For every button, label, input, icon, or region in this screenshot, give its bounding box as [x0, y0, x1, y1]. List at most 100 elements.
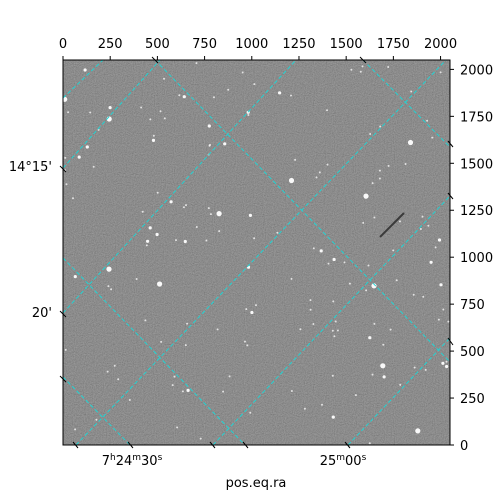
star — [410, 90, 413, 93]
dec-tick-2 — [59, 310, 67, 318]
star — [312, 247, 315, 250]
star — [213, 96, 215, 99]
star — [186, 388, 190, 392]
star — [318, 171, 321, 174]
star — [218, 230, 221, 233]
star — [389, 328, 392, 331]
star — [183, 239, 187, 244]
star — [439, 71, 442, 74]
star — [72, 197, 74, 200]
star — [367, 264, 370, 267]
star — [245, 308, 248, 311]
star — [437, 318, 440, 321]
dec-label-2: 20' — [32, 306, 52, 321]
star — [326, 109, 328, 112]
star — [181, 390, 184, 393]
ra-tick-1 — [72, 441, 79, 449]
star — [379, 125, 382, 128]
star — [422, 295, 425, 298]
star — [319, 249, 323, 253]
grid-line-ra-1 — [63, 60, 104, 99]
top-tick-label: 1750 — [377, 37, 410, 52]
top-tick-label: 750 — [192, 37, 217, 52]
star — [249, 411, 252, 414]
star — [445, 360, 448, 363]
top-tick-label: 2000 — [424, 37, 457, 52]
star — [63, 96, 68, 102]
grid-line-dec-5 — [347, 337, 450, 445]
right-tick-label: 1500 — [460, 157, 493, 172]
star — [378, 169, 381, 172]
star — [333, 335, 336, 338]
dec-tick-right-1 — [447, 337, 454, 346]
star — [404, 163, 407, 165]
star — [223, 142, 227, 146]
star — [365, 289, 368, 292]
star — [64, 348, 67, 351]
star — [208, 144, 211, 147]
ra-label-1: 7h24m30s — [102, 453, 163, 469]
star — [241, 71, 244, 74]
right-tick-label: 1250 — [460, 204, 493, 219]
star — [128, 399, 131, 401]
star — [205, 239, 208, 242]
right-tick-label: 250 — [460, 392, 485, 407]
star — [146, 239, 150, 243]
star — [255, 304, 257, 307]
star — [331, 415, 335, 419]
star — [152, 134, 155, 137]
star — [216, 211, 222, 217]
right-tick-label: 2000 — [460, 63, 493, 78]
ra-tick-5 — [344, 441, 351, 449]
star — [447, 320, 450, 323]
star — [354, 394, 357, 397]
top-tick-label: 1000 — [235, 37, 268, 52]
star — [186, 322, 189, 325]
star — [431, 136, 434, 139]
star — [107, 285, 110, 288]
star — [290, 390, 293, 392]
star — [246, 344, 249, 347]
star — [441, 361, 445, 365]
star — [399, 383, 402, 386]
star — [407, 139, 414, 146]
star — [378, 177, 381, 180]
star — [244, 340, 246, 343]
star — [182, 206, 185, 209]
star — [178, 94, 181, 97]
star — [332, 257, 336, 262]
dec-label-1: 14°15' — [9, 160, 52, 175]
star — [67, 111, 70, 114]
star — [331, 329, 334, 332]
right-tick-label: 500 — [460, 345, 485, 360]
top-tick-label: 1500 — [330, 37, 363, 52]
grid-line-dec-3 — [75, 60, 447, 445]
star — [369, 133, 372, 135]
top-axis: 0 250 500 750 1000 1250 1500 1750 2000 — [59, 37, 457, 60]
star — [427, 224, 430, 227]
star — [176, 426, 179, 429]
star — [182, 95, 186, 99]
star — [276, 231, 279, 234]
star — [371, 373, 374, 376]
star — [380, 363, 386, 369]
star — [135, 278, 138, 280]
star — [303, 407, 306, 410]
star — [195, 226, 198, 228]
star — [382, 343, 385, 346]
star — [247, 114, 250, 116]
star — [141, 210, 144, 213]
wcs-ticks — [59, 56, 454, 449]
star — [106, 370, 109, 373]
satellite-trail — [379, 212, 405, 238]
right-tick-label: 0 — [460, 439, 468, 454]
star — [363, 193, 369, 199]
stars-layer — [63, 62, 450, 445]
plot-frame — [62, 59, 451, 446]
star — [227, 88, 230, 91]
star — [327, 262, 330, 265]
star — [361, 65, 364, 68]
star — [419, 228, 422, 230]
star — [184, 344, 187, 347]
top-tick-label: 0 — [59, 37, 67, 52]
